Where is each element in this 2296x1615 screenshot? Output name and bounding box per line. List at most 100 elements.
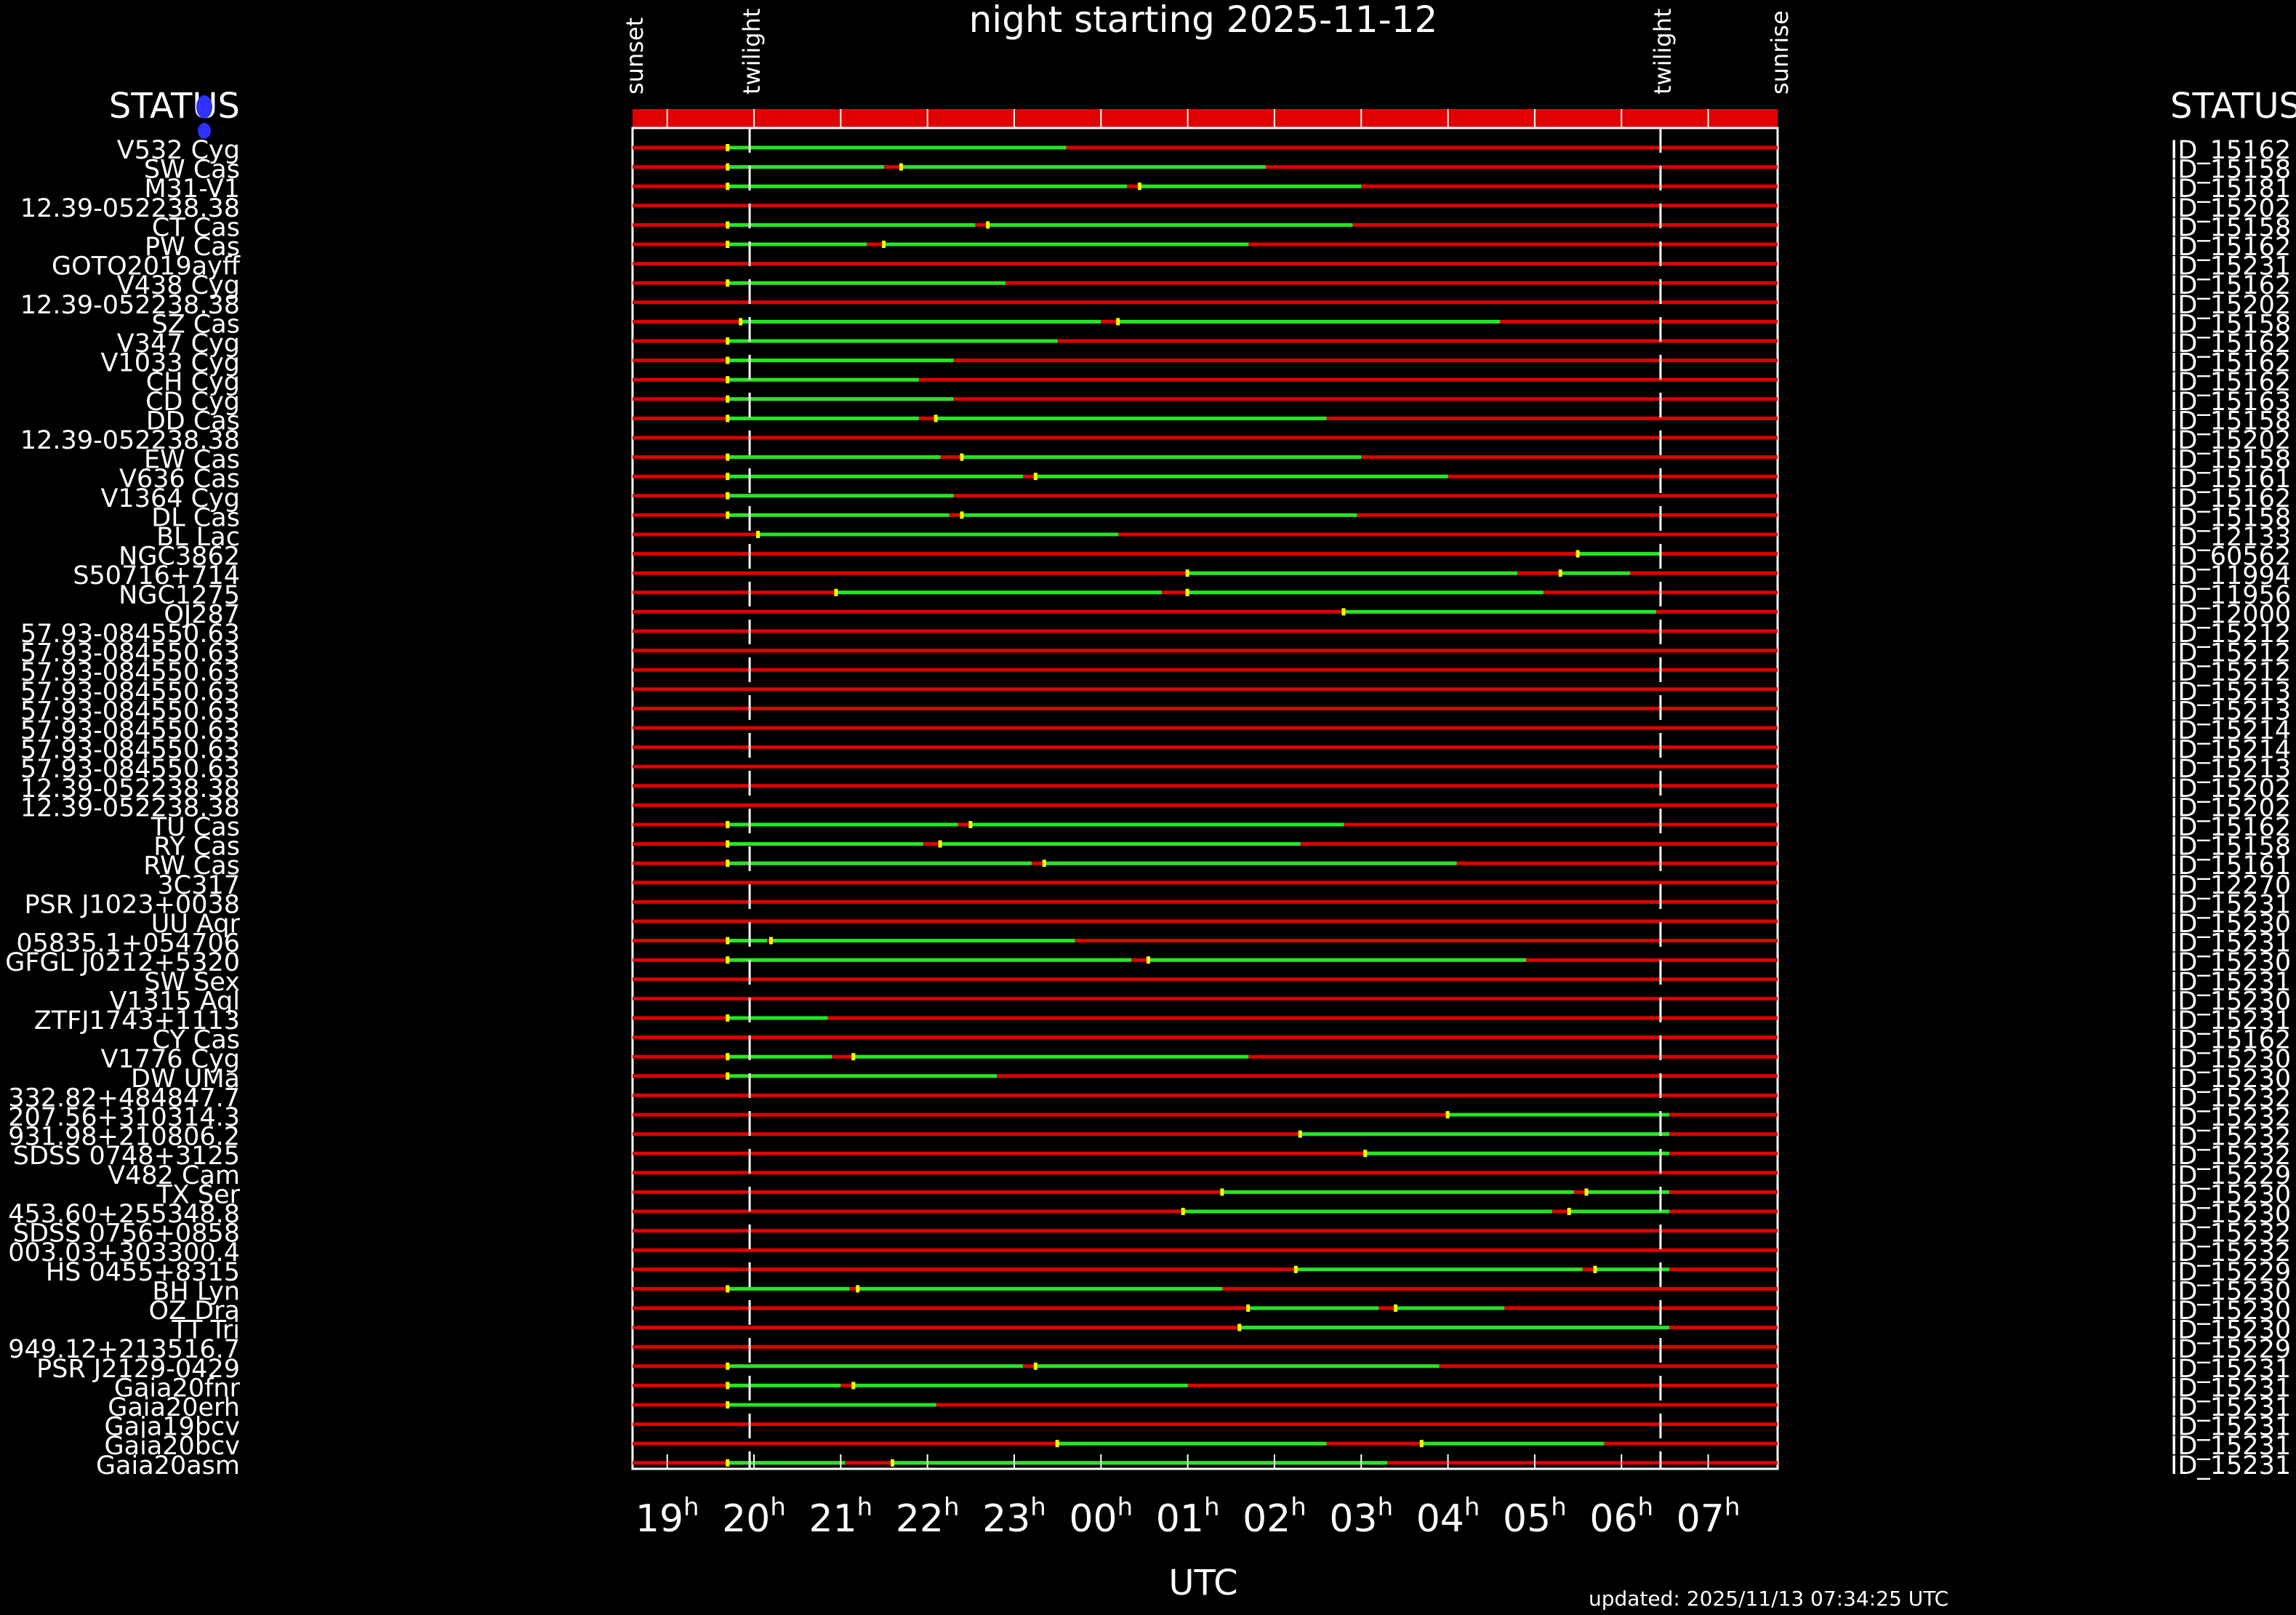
target-id: ID_15181 [2170, 175, 2291, 204]
target-id: ID_15158 [2170, 310, 2291, 339]
x-tick-label: 05h [1503, 1493, 1567, 1541]
target-id: ID_11994 [2170, 561, 2291, 590]
row-start-marker [726, 511, 730, 519]
target-name: 12.39-052238.38 [20, 774, 240, 804]
row-start-marker [1042, 859, 1046, 867]
target-name: Gaia19bcv [105, 1413, 240, 1442]
target-name: V532 Cyg [117, 136, 240, 165]
row-start-marker [726, 937, 730, 945]
row-start-marker [1220, 1188, 1224, 1196]
target-id: ID_15229 [2170, 1161, 2291, 1190]
target-id: ID_15202 [2170, 194, 2291, 223]
row-start-marker [726, 1459, 730, 1467]
x-tick-labels: 19h 20h 21h 22h 23h 00h 01h 02h 03h 04h 05h 06h 07h [635, 1493, 1741, 1541]
status-right-header: STATUS [2170, 86, 2296, 127]
target-name: DL Cas [151, 503, 240, 532]
target-name: 12.39-052238.38 [20, 793, 240, 822]
target-id: ID_15162 [2170, 233, 2291, 262]
row-start-marker [726, 376, 730, 384]
target-id: ID_15212 [2170, 639, 2291, 668]
row-start-marker [899, 163, 903, 171]
target-name: CY Cas [153, 1026, 240, 1055]
target-id: ID_15162 [2170, 136, 2291, 165]
target-id: ID_15231 [2170, 252, 2291, 281]
target-name: HS 0455+8315 [46, 1258, 240, 1287]
target-name: SDSS 0756+0858 [13, 1219, 240, 1249]
night-events: sunset twilight twilight sunrise [621, 8, 1794, 95]
target-name: V1364 Cyg [100, 484, 240, 513]
target-id: ID_15161 [2170, 851, 2291, 881]
target-id: ID_15202 [2170, 793, 2291, 822]
row-start-marker [768, 937, 773, 945]
row-start-marker [726, 1072, 730, 1080]
target-id: ID_15230 [2170, 1180, 2291, 1209]
target-id: ID_15230 [2170, 948, 2291, 977]
target-name: GFGL J0212+5320 [5, 948, 240, 977]
row-start-marker [1033, 473, 1037, 481]
row-start-marker [726, 492, 730, 500]
row-start-marker [1419, 1440, 1424, 1448]
row-start-marker [1298, 1130, 1302, 1138]
row-start-marker [1146, 956, 1150, 964]
target-id: ID_15232 [2170, 1219, 2291, 1249]
target-name: Gaia20asm [96, 1451, 240, 1480]
row-start-marker [1394, 1305, 1397, 1312]
target-name: PSR J1023+0038 [24, 890, 240, 919]
target-name: 57.93-084550.63 [20, 736, 240, 765]
row-start-marker [726, 1285, 730, 1293]
target-id: ID_15232 [2170, 1238, 2291, 1267]
target-name: GOTO2019ayff [52, 252, 241, 281]
x-tick-label: 04h [1416, 1493, 1480, 1541]
target-name: TX Ser [156, 1180, 240, 1209]
row-start-marker [726, 337, 730, 345]
twilight-lines [748, 128, 1662, 1469]
status-left-header: STATUS [109, 86, 240, 127]
target-name: DD Cas [146, 406, 240, 436]
target-name: SDSS 0748+3125 [13, 1142, 240, 1171]
row-start-marker [1246, 1305, 1251, 1312]
row-start-marker [726, 821, 730, 828]
x-tick-label: 21h [808, 1493, 872, 1541]
row-start-marker [726, 414, 730, 422]
x-axis-label: UTC [1168, 1563, 1237, 1603]
target-name: 12.39-052238.38 [20, 194, 240, 223]
row-start-marker [726, 183, 730, 191]
target-id: ID_15231 [2170, 1374, 2291, 1403]
row-start-marker [739, 318, 743, 326]
row-start-marker [726, 453, 730, 461]
row-start-marker [834, 588, 838, 596]
target-name: 949.12+213516.7 [8, 1335, 240, 1364]
row-start-marker [1033, 1362, 1037, 1370]
x-tick-label: 22h [896, 1493, 960, 1541]
target-id: ID_15231 [2170, 1413, 2291, 1442]
row-start-marker [726, 241, 730, 248]
row-start-marker [986, 221, 990, 229]
target-name: CD Cyg [145, 388, 240, 417]
row-start-marker [1185, 569, 1189, 577]
event-label-sunset: sunset [621, 17, 649, 95]
target-id: ID_15231 [2170, 1355, 2291, 1384]
row-start-marker [726, 1401, 730, 1408]
x-axis-ticks [666, 1454, 1709, 1469]
target-id: ID_15230 [2170, 1200, 2291, 1229]
event-label-sunrise: sunrise [1766, 10, 1794, 95]
target-id: ID_15232 [2170, 1103, 2291, 1132]
target-name: CH Cyg [146, 368, 240, 397]
target-name: 57.93-084550.63 [20, 755, 240, 784]
x-tick-label: 01h [1156, 1493, 1220, 1541]
target-name: NGC3862 [119, 542, 240, 572]
row-start-marker [726, 395, 730, 403]
x-tick-label: 23h [982, 1493, 1046, 1541]
target-id: ID_15213 [2170, 697, 2291, 726]
target-name: M31-V1 [144, 175, 240, 204]
target-name: SW Cas [144, 156, 240, 185]
row-start-marker [726, 221, 730, 229]
target-name: 57.93-084550.63 [20, 678, 240, 707]
target-name: 05835.1+054706 [16, 929, 240, 958]
row-start-marker [968, 821, 973, 828]
target-name: V1033 Cyg [100, 349, 240, 378]
status-icon [196, 95, 212, 119]
row-start-marker [756, 531, 760, 538]
